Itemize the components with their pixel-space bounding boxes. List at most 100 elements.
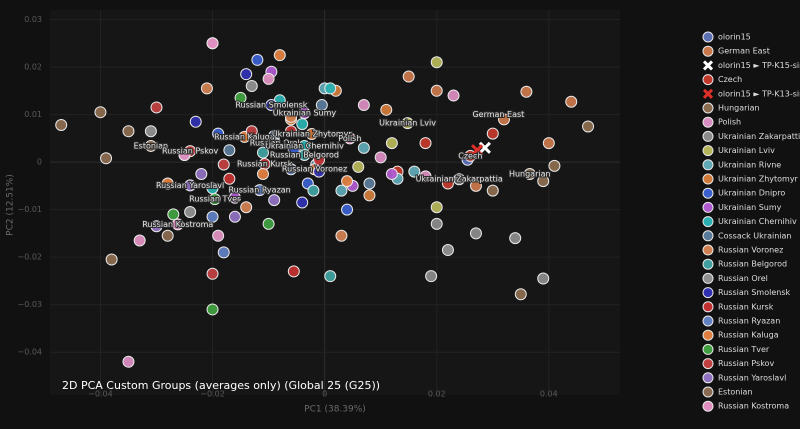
y-tick-label: 0.02 [24, 63, 42, 72]
legend-symbol [702, 88, 714, 99]
point [184, 179, 197, 192]
annotation: Czech [458, 151, 482, 160]
annotation: Russian Pskov [162, 147, 218, 156]
point [273, 49, 286, 62]
legend-symbol [702, 372, 714, 384]
annotation: Russian Ryazan [228, 186, 290, 195]
point [161, 229, 174, 242]
legend-item[interactable]: Czech [702, 74, 742, 86]
legend-symbol [702, 315, 714, 327]
annotation: Russian Kaluga [214, 132, 275, 141]
point [184, 206, 197, 219]
point [285, 163, 298, 176]
legend-item[interactable]: olorin15 ► TP-K15-sim [702, 60, 800, 71]
legend-item[interactable]: Russian Tver [702, 343, 770, 355]
legend-item[interactable]: Russian Kostroma [702, 400, 789, 412]
legend-label: Ukrainian Lviv [718, 146, 775, 155]
point [240, 201, 253, 214]
legend-symbol [702, 216, 714, 228]
point [144, 125, 157, 138]
legend-symbol [702, 244, 714, 256]
point [430, 201, 443, 214]
y-axis-title: PC2 (12.51%) [6, 174, 16, 236]
legend-item[interactable]: Russian Kaluga [702, 329, 779, 341]
legend-item[interactable]: Cossack Ukrainian [702, 230, 791, 242]
legend-item[interactable]: Russian Orel [702, 272, 768, 284]
annotation: Ukrainian Lviv [379, 119, 436, 128]
legend-item[interactable]: Ukrainian Lviv [702, 145, 775, 157]
legend-item[interactable]: Ukrainian Chernihiv [702, 216, 797, 228]
markers [55, 37, 595, 368]
legend-label: Cossack Ukrainian [718, 231, 791, 240]
x-tick-label: 0 [322, 390, 327, 399]
x-tick-label: 0.02 [428, 390, 446, 399]
point [265, 99, 278, 112]
legend-item[interactable]: Russian Belgorod [702, 258, 787, 270]
annotation: Russian Smolensk [235, 101, 307, 110]
legend-label: Russian Kostroma [718, 402, 789, 411]
point [419, 137, 432, 150]
legend-item[interactable]: Russian Yaroslavl [702, 372, 786, 384]
grid: −0.04 −0.02 0 0.02 0.04 −0.04 −0.03 −0.02 −0.01 0… [17, 10, 620, 399]
legend-item[interactable]: Ukrainian Sumy [702, 201, 782, 213]
legend-item[interactable]: Ukrainian Zakarpattia [702, 130, 800, 142]
legend-label: Ukrainian Zakarpattia [718, 132, 800, 141]
legend-label: Czech [718, 75, 742, 84]
point [223, 144, 236, 157]
chart-title: 2D PCA Custom Groups (averages only) (Gl… [62, 379, 380, 392]
point [287, 144, 300, 157]
legend-symbol [702, 329, 714, 341]
point [217, 246, 230, 259]
point [234, 91, 247, 104]
point [402, 70, 415, 83]
point [486, 184, 499, 197]
legend-label: olorin15 ► TP-K15-sim [718, 61, 800, 70]
legend-item[interactable]: olorin15 [702, 31, 751, 43]
legend-item[interactable]: Ukrainian Zhytomyr [702, 173, 799, 185]
point [100, 152, 113, 165]
point [228, 210, 241, 223]
legend-label: Russian Kaluga [718, 331, 779, 340]
legend-item[interactable]: Russian Kursk [702, 301, 774, 313]
point [313, 153, 326, 166]
legend-label: Russian Voronez [718, 246, 783, 255]
legend-item[interactable]: Polish [702, 116, 741, 128]
legend-item[interactable]: Ukrainian Rivne [702, 159, 781, 171]
legend-item[interactable]: Ukrainian Dnipro [702, 187, 785, 199]
point [520, 85, 533, 98]
annotation: Ukrainian Zakarpattia [416, 175, 503, 184]
point [262, 217, 275, 230]
point [287, 265, 300, 278]
point [542, 137, 555, 150]
legend-item[interactable]: German East [702, 45, 770, 57]
point [305, 128, 318, 141]
point [161, 177, 174, 190]
point [469, 179, 482, 192]
point [122, 125, 135, 138]
legend-item[interactable]: Russian Ryazan [702, 315, 780, 327]
legend-symbol [702, 400, 714, 412]
legend-item[interactable]: Russian Pskov [702, 358, 774, 370]
legend-item[interactable]: olorin15 ► TP-K13-sim [702, 88, 800, 99]
point [262, 72, 275, 85]
point [509, 232, 522, 245]
legend-item[interactable]: Hungarian [702, 102, 760, 114]
legend-item[interactable]: Estonian [702, 386, 753, 398]
point [401, 117, 414, 130]
legend-item[interactable]: Russian Smolensk [702, 287, 790, 299]
point [324, 82, 337, 95]
point [217, 158, 230, 171]
legend-symbol [702, 130, 714, 142]
point [537, 272, 550, 285]
point [335, 229, 348, 242]
legend-label: Russian Tver [718, 345, 770, 354]
point [430, 84, 443, 97]
point [223, 172, 236, 185]
legend-symbol [702, 187, 714, 199]
legend-item[interactable]: Russian Voronez [702, 244, 783, 256]
point [55, 119, 68, 132]
point [94, 106, 107, 119]
legend-symbol [702, 159, 714, 171]
point [256, 146, 269, 159]
